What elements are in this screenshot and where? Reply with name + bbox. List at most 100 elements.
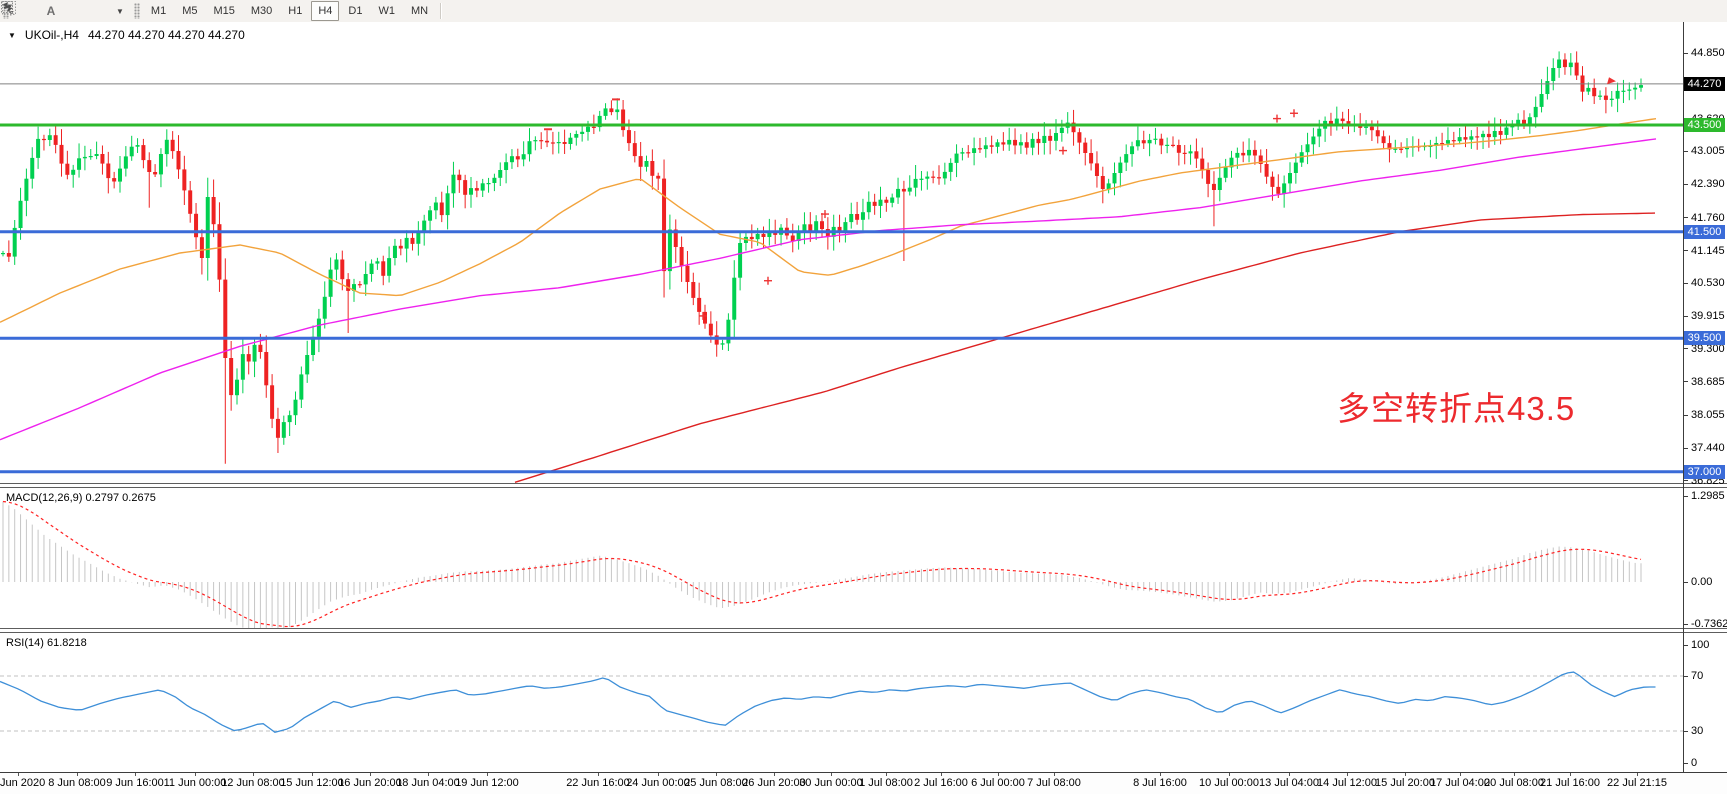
timeframe-w1[interactable]: W1 [378,5,395,17]
price-tick [1684,250,1688,252]
time-tick [253,773,254,776]
time-axis-label: 21 Jul 16:00 [1540,777,1600,789]
arrows-icon [2,2,13,12]
price-tick [1684,282,1688,284]
panel-separator[interactable] [0,628,1727,633]
time-axis-label: 6 Jul 00:00 [971,777,1025,789]
macd-axis-label: 1.2985 [1691,490,1725,502]
time-axis-label: 16 Jun 20:00 [338,777,402,789]
time-axis-label: 17 Jul 04:00 [1430,777,1490,789]
macd-tick [1684,581,1688,583]
time-tick [1405,773,1406,776]
time-axis-label: 15 Jul 20:00 [1375,777,1435,789]
timeframe-toolbar: M1 M5 M15 M30 H1 H4 D1 W1 MN [143,1,436,21]
cursor-arrows-icon[interactable] [2,2,114,20]
rsi-tick [1684,730,1688,732]
timeframe-mn[interactable]: MN [410,5,429,17]
time-axis-label: 20 Jul 08:00 [1484,777,1544,789]
timeframe-m5[interactable]: M5 [182,5,198,17]
time-axis-label: 9 Jun 16:00 [106,777,164,789]
time-axis-label: 18 Jun 04:00 [396,777,460,789]
timeframe-h4[interactable]: H4 [311,1,340,21]
timeframe-m15[interactable]: M15 [213,5,235,17]
price-axis-label: 39.300 [1691,342,1725,355]
timeframe-m30[interactable]: M30 [250,5,273,17]
time-axis-label: 13 Jul 04:00 [1259,777,1319,789]
dashed-frame-icon: F [1,1,14,17]
time-axis-label: 25 Jun 08:00 [684,777,748,789]
time-tick [312,773,313,776]
price-tick [1684,447,1688,449]
toolbar-grip[interactable] [3,3,9,19]
macd-label: MACD(12,26,9) 0.2797 0.2675 [6,492,156,504]
chevron-down-icon[interactable]: ▼ [116,6,124,16]
timeframe-d1[interactable]: D1 [348,5,363,17]
price-tick [1684,52,1688,54]
time-tick [370,773,371,776]
price-axis-label: 37.440 [1691,442,1725,455]
macd-scale[interactable]: 1.2985 0.00 -0.7362 [1684,488,1727,630]
price-tick [1684,480,1688,482]
time-axis-label: 30 Jun 00:00 [799,777,863,789]
macd-panel[interactable]: MACD(12,26,9) 0.2797 0.2675 [0,488,1683,628]
rsi-chart[interactable] [0,633,1683,772]
time-axis-label: 11 Jun 00:00 [163,777,227,789]
rsi-axis-label: 30 [1691,725,1704,737]
price-axis-label: 39.915 [1691,310,1725,323]
time-axis-label: 10 Jul 00:00 [1199,777,1259,789]
price-level-badge: 43.500 [1684,117,1725,132]
macd-axis-label: 0.00 [1691,576,1713,588]
time-tick [886,773,887,776]
macd-tick [1684,623,1688,625]
main-chart-panel[interactable]: ▼ UKOil-,H4 44.270 44.270 44.270 44.270 … [0,22,1683,483]
time-tick [716,773,717,776]
timeframe-m1[interactable]: M1 [150,5,167,17]
time-tick [658,773,659,776]
time-axis-label: 24 Jun 00:00 [626,777,690,789]
expert-frame-icon[interactable]: F [1,1,36,20]
price-tick [1684,217,1688,219]
time-axis-label: 19 Jun 12:00 [455,777,519,789]
time-axis-label: 22 Jun 16:00 [566,777,630,789]
candlestick-chart[interactable] [0,22,1683,483]
price-axis-label: 41.145 [1691,244,1725,257]
rsi-tick [1684,675,1688,677]
collapse-triangle-icon[interactable]: ▼ [8,30,16,40]
price-tick [1684,414,1688,416]
price-level-badge: 44.270 [1684,76,1725,91]
time-axis-label: 14 Jul 12:00 [1317,777,1377,789]
time-tick [831,773,832,776]
time-tick [18,773,19,776]
rsi-panel[interactable]: RSI(14) 61.8218 [0,633,1683,772]
rsi-axis-label: 0 [1691,757,1698,769]
svg-text:F: F [10,12,14,17]
price-axis-label: 44.850 [1691,47,1725,59]
time-tick [774,773,775,776]
time-tick [1570,773,1571,776]
time-tick [487,773,488,776]
macd-chart[interactable] [0,488,1683,628]
time-tick [1160,773,1161,776]
rsi-scale[interactable]: 100 70 30 0 [1684,633,1727,772]
time-tick [1229,773,1230,776]
time-axis-label: 1 Jul 08:00 [859,777,913,789]
time-axis-label: 8 Jun 08:00 [48,777,106,789]
chart-title: ▼ UKOil-,H4 44.270 44.270 44.270 44.270 [8,28,245,42]
timeframe-h1[interactable]: H1 [288,5,303,17]
rsi-label: RSI(14) 61.8218 [6,637,87,649]
annotation-text[interactable]: 多空转折点43.5 [1337,390,1576,427]
price-tick [1684,348,1688,350]
text-label-icon[interactable]: A [46,4,56,18]
time-tick [1637,773,1638,776]
price-scale[interactable]: 44.85043.62043.00542.39041.76041.14540.5… [1684,22,1727,487]
time-tick [941,773,942,776]
text-object-icon[interactable]: T [2,1,88,20]
toolbar-grip-2[interactable] [133,3,140,19]
price-axis-label: 43.005 [1691,145,1725,158]
time-tick [135,773,136,776]
ohlc-quotes: 44.270 44.270 44.270 44.270 [87,28,245,42]
time-axis-label: 26 Jun 20:00 [742,777,806,789]
panel-separator[interactable] [0,483,1727,488]
time-axis-label: 22 Jul 21:15 [1607,777,1667,789]
